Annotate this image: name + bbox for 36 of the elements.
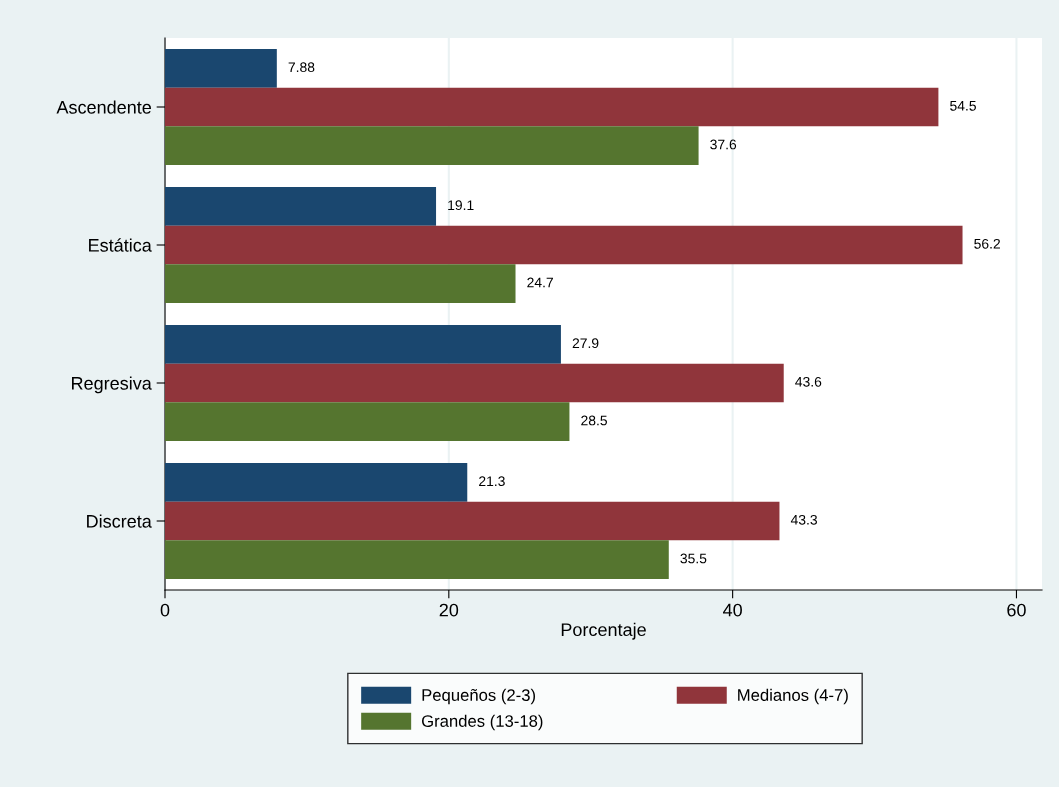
y-tick-label: Discreta	[87, 514, 152, 528]
x-axis-title: Porcentaje	[561, 622, 646, 640]
data-label: 35.5	[680, 553, 707, 564]
bar	[165, 540, 669, 579]
bar	[165, 187, 437, 226]
legend-label: Grandes (13-18)	[422, 714, 543, 731]
data-label: 56.2	[974, 238, 1000, 249]
x-tick-label: 40	[723, 603, 742, 617]
data-label: 27.9	[572, 338, 599, 349]
bar	[165, 501, 780, 541]
y-tick-label: Estática	[89, 238, 152, 252]
bar	[165, 225, 963, 265]
data-label: 19.1	[448, 200, 474, 211]
data-label: 43.6	[795, 376, 822, 387]
data-label: 28.5	[581, 415, 607, 426]
bar	[165, 264, 516, 303]
x-tick-label: 60	[1007, 603, 1026, 617]
legend-label: Medianos (4-7)	[738, 688, 848, 705]
bar	[165, 325, 561, 364]
y-tick-label: Regresiva	[72, 376, 152, 394]
bar	[165, 363, 784, 403]
bar	[165, 87, 939, 127]
bar	[165, 126, 699, 165]
bar	[165, 402, 570, 441]
bar	[165, 49, 277, 88]
data-label: 43.3	[790, 514, 817, 525]
legend-label: Pequeños (2-3)	[422, 688, 536, 705]
data-label: 37.6	[710, 139, 737, 150]
data-label: 21.3	[479, 476, 505, 487]
x-tick-label: 20	[439, 603, 459, 617]
data-label: 54.5	[950, 101, 976, 111]
bar	[165, 463, 468, 502]
data-label: 24.7	[527, 277, 553, 288]
y-tick-label: Ascendente	[56, 100, 152, 114]
data-label: 7.88	[288, 62, 315, 73]
x-tick-label: 0	[160, 603, 170, 617]
